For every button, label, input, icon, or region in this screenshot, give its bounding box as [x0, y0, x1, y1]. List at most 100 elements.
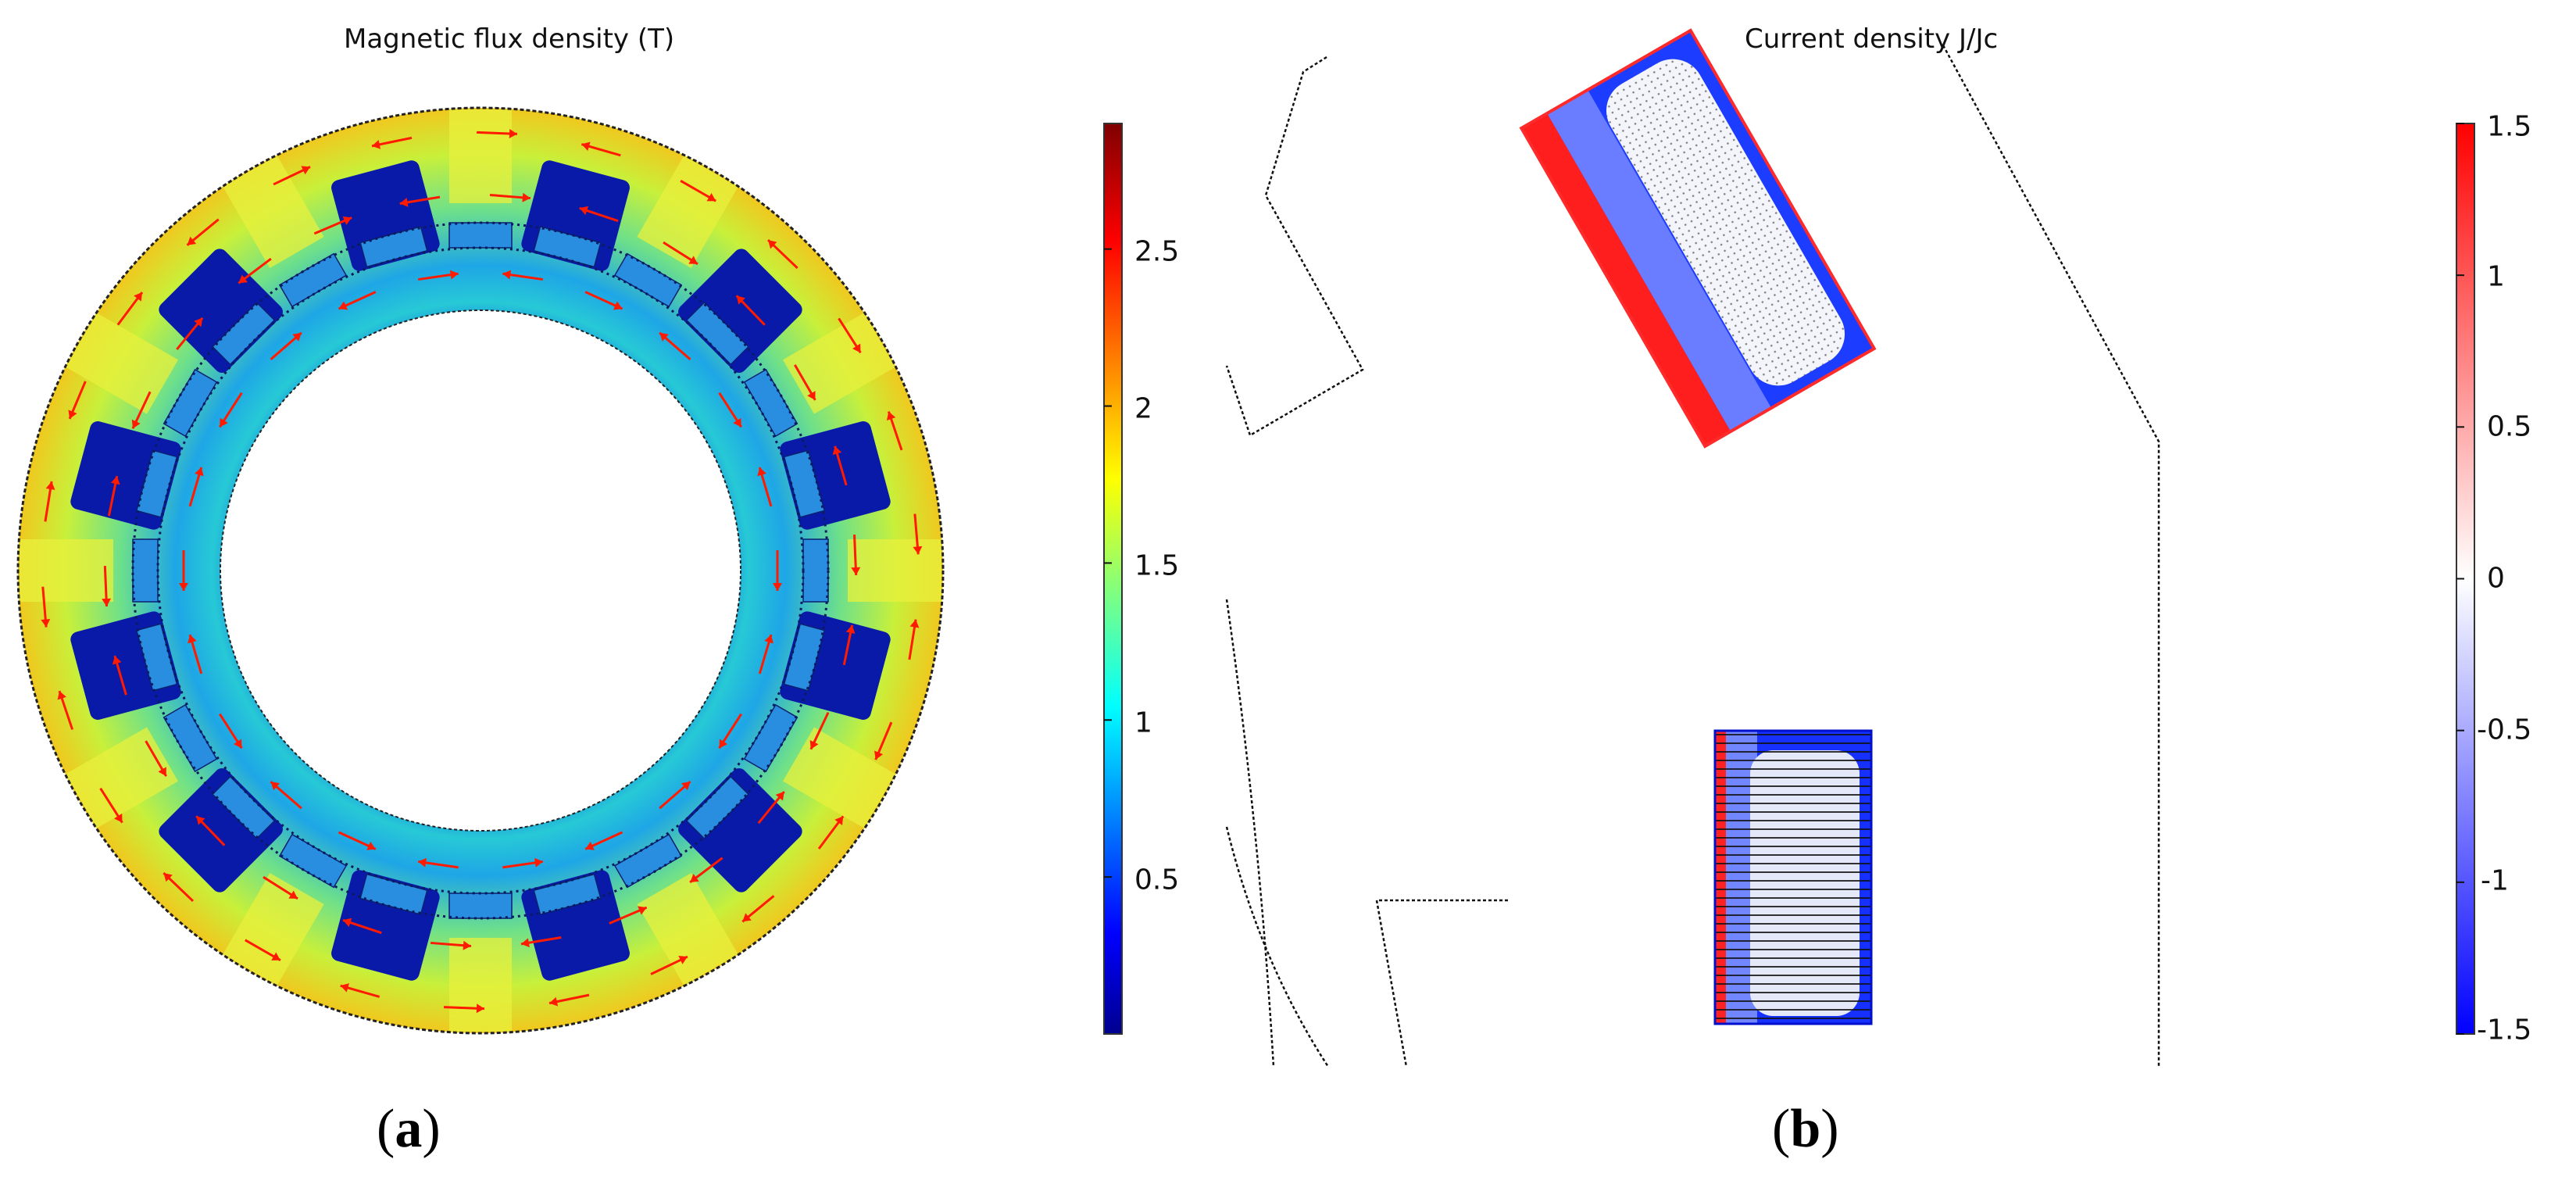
stator-tooth: [223, 156, 324, 268]
stator-tooth: [449, 109, 512, 203]
rotor-magnet: [685, 301, 750, 366]
flux-arrowhead: [342, 216, 352, 225]
flux-arrowhead: [476, 1003, 484, 1014]
flux-arrowhead: [271, 952, 280, 961]
rotor-magnet: [448, 893, 513, 919]
flux-arrowhead: [768, 240, 777, 249]
rotor-magnet: [211, 301, 276, 366]
flux-arrowhead: [112, 656, 122, 665]
flux-arrowhead: [638, 906, 647, 915]
flux-arrowhead: [196, 816, 205, 825]
colorbar-b-tick: 0.5: [2487, 410, 2532, 443]
flux-arrowhead: [45, 481, 55, 490]
flux-arrowhead: [742, 913, 752, 922]
colorbar-b-tick: -1.5: [2477, 1014, 2532, 1046]
airgap-outer: [131, 221, 830, 920]
flux-arrowhead: [338, 301, 348, 310]
flux-arrowhead: [399, 197, 409, 207]
panel-b-title: Current density J/Jc: [1745, 23, 1999, 55]
flux-arrowhead: [372, 139, 381, 149]
flux-arrowhead: [522, 192, 531, 202]
flux-arrowhead: [773, 583, 782, 591]
flux-arrowhead: [463, 940, 471, 950]
flux-arrowhead: [886, 411, 896, 420]
flux-arrowhead: [163, 872, 173, 882]
colorbar-current-ticks: [2456, 123, 2464, 1035]
stator-tooth: [848, 539, 941, 602]
flux-arrowhead: [57, 691, 66, 700]
flux-arrowhead: [913, 546, 923, 555]
flux-arrowhead: [852, 343, 861, 353]
flux-arrowhead: [502, 270, 512, 280]
rotor-magnet: [132, 538, 159, 603]
flux-arrowhead: [690, 874, 699, 882]
flux-arrowhead: [520, 938, 530, 948]
outer-boundary: [16, 106, 945, 1035]
colorbar-b-tick: -0.5: [2477, 714, 2532, 746]
colorbar-a-tick: 1.5: [1134, 549, 1180, 582]
motor-cross-section: [16, 106, 945, 1035]
flux-arrows: [41, 128, 923, 1014]
rotor-magnet: [359, 225, 428, 268]
inner-boundary: [220, 309, 741, 832]
flux-arrowhead: [681, 782, 691, 791]
flux-arrowhead: [585, 841, 595, 850]
colorbar-b-tick: 1: [2487, 260, 2505, 293]
stator-tooth: [637, 156, 738, 268]
flux-arrowhead: [613, 301, 623, 310]
stator-tooth: [66, 313, 178, 414]
colorbar-b-tick: 0: [2487, 562, 2505, 595]
flux-arrowhead: [342, 918, 352, 928]
airgap-inner: [156, 246, 805, 895]
flux-arrowhead: [688, 256, 698, 264]
conductor-upper: [1519, 28, 1877, 449]
colorbar-flux: [1103, 123, 1123, 1035]
colorbar-a-tick: 0.5: [1134, 864, 1180, 896]
colorbar-a-tick: 1: [1134, 707, 1152, 739]
flux-arrowhead: [851, 567, 861, 575]
stator-tooth: [449, 938, 512, 1032]
flux-arrowhead: [807, 391, 816, 400]
stator-tooth: [223, 873, 324, 986]
stator-tooth: [783, 727, 895, 828]
flux-arrowhead: [659, 332, 669, 342]
flux-arrowhead: [579, 206, 589, 216]
flux-arrowhead: [131, 419, 141, 429]
flux-arrowhead: [909, 619, 920, 628]
flux-arrowhead: [68, 410, 77, 419]
rotor-magnets: [132, 222, 829, 919]
flux-arrowhead: [449, 270, 459, 280]
stator-tooth: [20, 539, 113, 602]
colorbar-b-tick: 1.5: [2487, 110, 2532, 143]
stator-tooth: [66, 727, 178, 828]
rotor-magnet: [783, 449, 826, 518]
flux-arrowhead: [41, 619, 51, 628]
flux-arrowhead: [179, 583, 188, 591]
colorbar-b-tick: -1: [2481, 864, 2509, 897]
stator-tooth: [783, 313, 895, 414]
colorbar-a-tick: 2: [1134, 392, 1152, 425]
panel-label-b: (b): [1772, 1099, 1839, 1159]
rotor-magnet: [359, 873, 428, 916]
flux-arrowhead: [581, 141, 591, 152]
panel-a-title: Magnetic flux density (T): [344, 23, 675, 55]
flux-arrowhead: [757, 467, 766, 477]
flux-arrowhead: [292, 332, 302, 342]
flux-arrowhead: [366, 841, 376, 850]
rotor-magnet: [783, 623, 826, 692]
flux-arrowhead: [706, 193, 716, 202]
colorbar-a-tick: 2.5: [1134, 235, 1180, 268]
flux-arrowhead: [195, 467, 204, 477]
panel-label-a: (a): [377, 1099, 441, 1159]
flux-arrowhead: [719, 739, 728, 749]
flux-arrowhead: [238, 274, 248, 284]
conductor-lower: [1713, 729, 1873, 1025]
flux-arrowhead: [874, 750, 884, 760]
flux-arrowhead: [809, 740, 819, 749]
flux-arrowhead: [509, 128, 517, 138]
stator-tooth: [637, 873, 738, 986]
flux-arrowhead: [134, 292, 142, 302]
flux-arrowhead: [418, 857, 427, 868]
rotor-magnet: [533, 225, 602, 268]
